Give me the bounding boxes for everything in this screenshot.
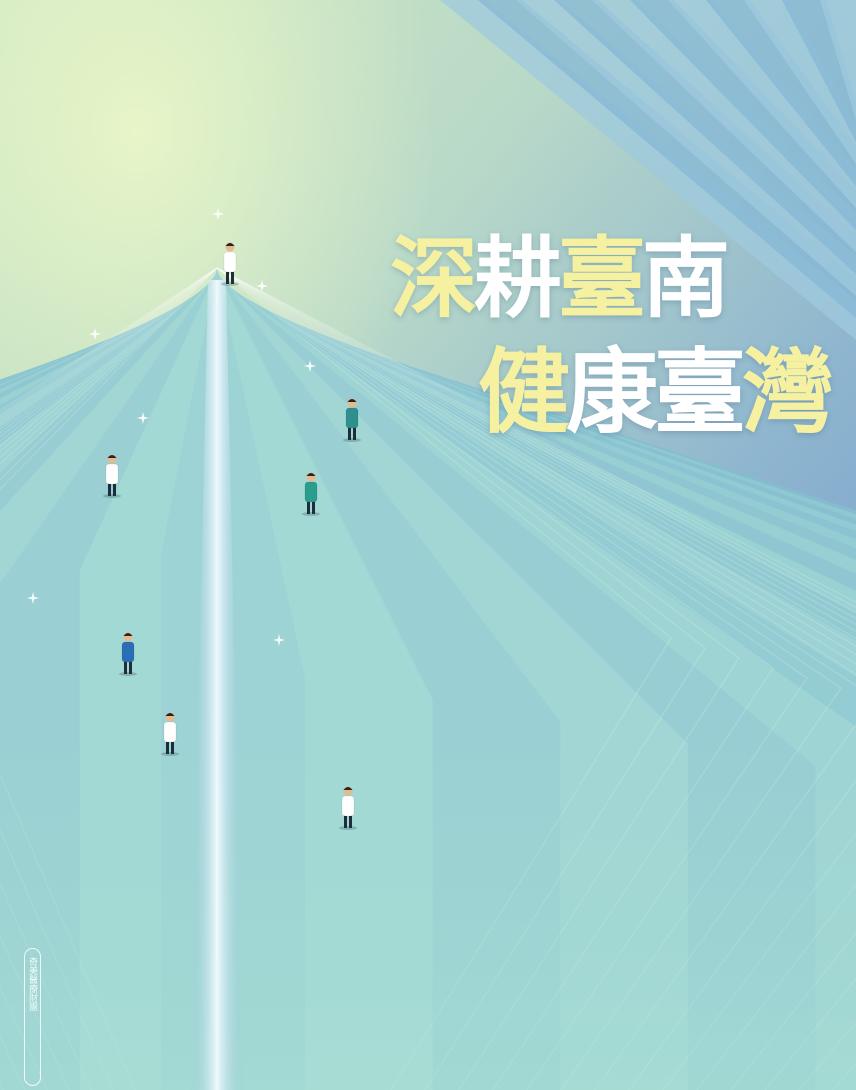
light-path — [190, 280, 244, 1090]
medical-figures — [103, 242, 361, 830]
doctor-figure-small — [161, 712, 179, 756]
sparkle-icon — [27, 592, 39, 604]
headline-char: 南 — [642, 227, 730, 330]
headline-line-2: 健康臺灣 — [478, 318, 834, 451]
sparkle-icon — [256, 280, 268, 292]
sparkle-icon — [89, 328, 101, 340]
blue-scrubs-figure — [119, 632, 137, 676]
female-doctor-figure — [103, 454, 121, 498]
headline-char: 灣 — [742, 339, 834, 446]
headline-char: 深 — [390, 227, 478, 330]
doctor-figure-top — [221, 242, 239, 286]
surgeon-figure — [343, 398, 361, 442]
vertical-tag-text: 奇美醫療財團 — [27, 957, 37, 1011]
vertical-tag: 奇美醫療財團 — [24, 948, 41, 1086]
top-right-stripes — [440, 0, 856, 340]
headline-char: 康 — [566, 339, 658, 446]
sparkles — [27, 208, 316, 646]
doctor-figure-bottom — [339, 786, 357, 830]
headline-char: 臺 — [654, 339, 746, 446]
headline-char: 耕 — [474, 227, 562, 330]
sparkle-icon — [212, 208, 224, 220]
headline-char: 臺 — [558, 227, 646, 330]
sparkle-icon — [304, 360, 316, 372]
nurse-figure-teal — [302, 472, 320, 516]
headline-line-1: 深耕臺南 — [390, 208, 730, 335]
sparkle-icon — [273, 634, 285, 646]
headline-char: 健 — [478, 339, 570, 446]
sparkle-icon — [137, 412, 149, 424]
